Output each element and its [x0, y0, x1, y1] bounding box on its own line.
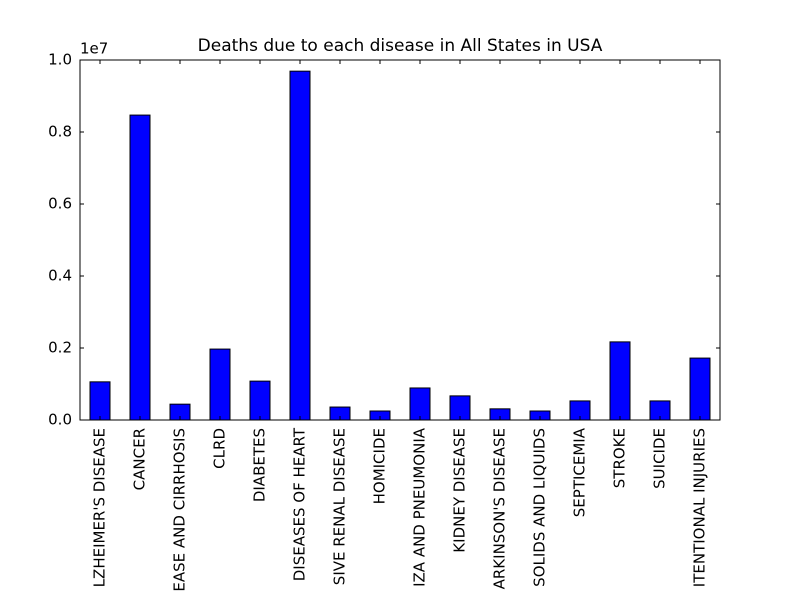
x-tick-label: IZA AND PNEUMONIA	[411, 427, 429, 587]
bar	[609, 341, 631, 421]
y-tick-label: 0.0	[48, 411, 72, 429]
bar	[249, 380, 271, 421]
bar	[689, 357, 711, 421]
y-tick-label: 1.0	[48, 51, 72, 69]
bar	[209, 348, 231, 421]
x-tick-label: EASE AND CIRRHOSIS	[171, 428, 189, 592]
x-tick-label: ARKINSON'S DISEASE	[491, 428, 509, 589]
x-tick-label: SIVE RENAL DISEASE	[331, 428, 349, 585]
y-offset-label: 1e7	[80, 40, 108, 58]
y-tick-label: 0.2	[48, 339, 72, 357]
plot-frame	[79, 59, 721, 421]
x-tick-label: DIABETES	[251, 428, 269, 502]
y-tick-label: 0.8	[48, 123, 72, 141]
chart-title: Deaths due to each disease in All States…	[198, 36, 603, 56]
x-tick-label: SEPTICEMIA	[571, 427, 589, 517]
x-tick-label: LZHEIMER'S DISEASE	[91, 428, 109, 587]
bar	[89, 381, 111, 421]
x-tick-label: HOMICIDE	[371, 428, 389, 504]
x-tick-label: STROKE	[611, 428, 629, 488]
x-tick-label: ITENTIONAL INJURIES	[691, 428, 709, 587]
x-tick-label: KIDNEY DISEASE	[451, 428, 469, 553]
y-tick-label: 0.4	[48, 267, 72, 285]
bar	[409, 387, 431, 421]
x-tick-label: CANCER	[131, 428, 149, 490]
bar	[289, 70, 311, 421]
x-tick-label: SUICIDE	[651, 428, 669, 489]
x-tick-label: SOLIDS AND LIQUIDS	[531, 428, 549, 587]
x-tick-label: DISEASES OF HEART	[291, 427, 309, 581]
y-tick-label: 0.6	[48, 195, 72, 213]
x-tick-label: CLRD	[211, 428, 229, 469]
bar	[129, 114, 151, 421]
